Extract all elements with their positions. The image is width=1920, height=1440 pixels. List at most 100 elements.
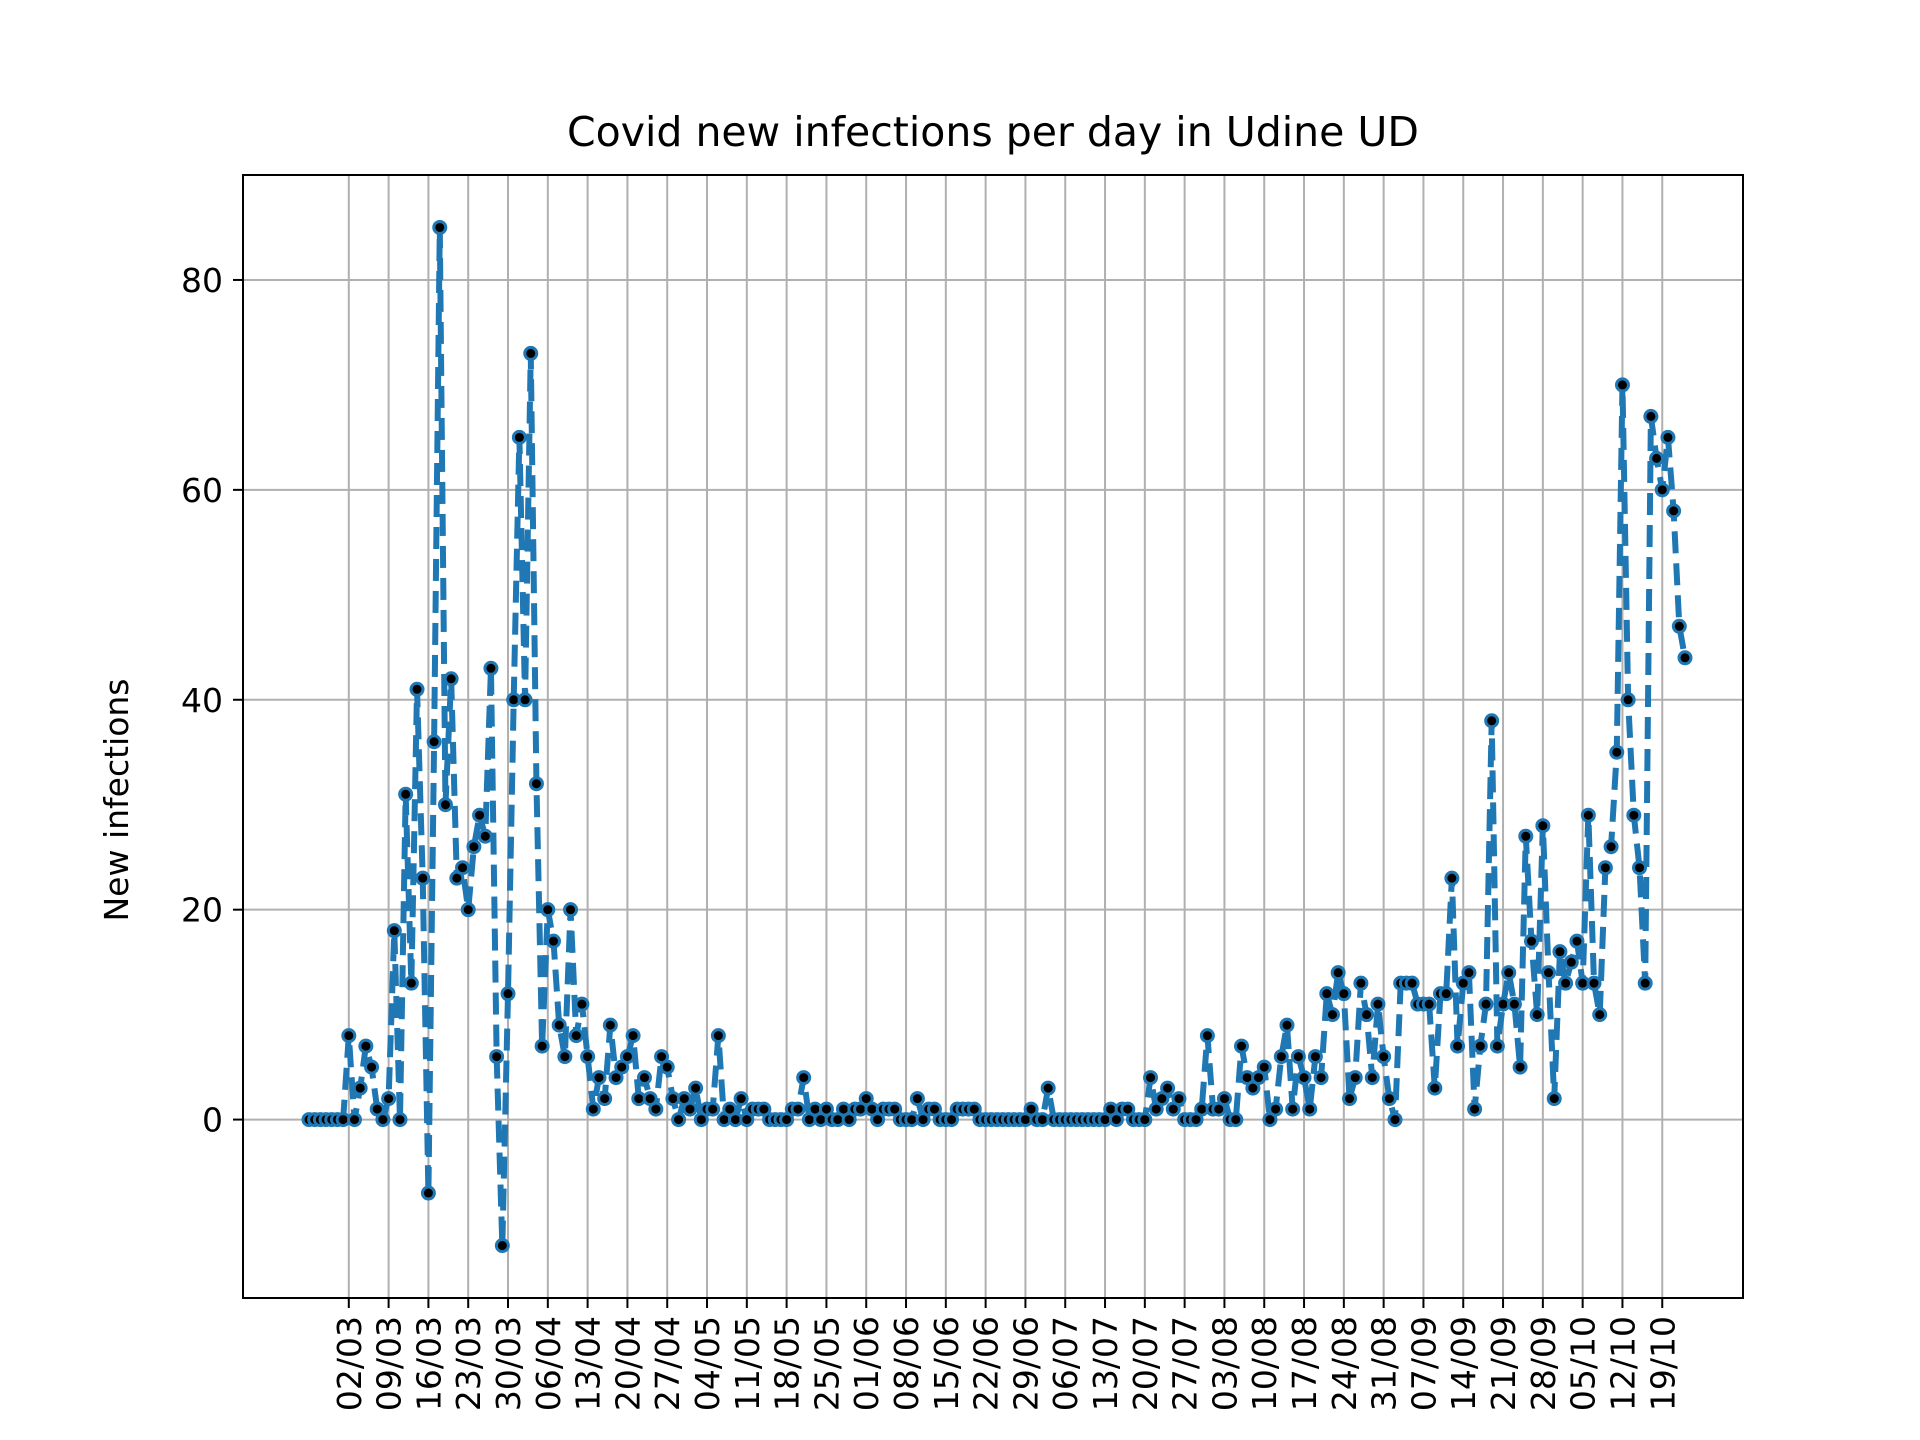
data-point — [1472, 1038, 1488, 1054]
data-point — [1512, 1059, 1528, 1075]
data-point — [597, 1091, 613, 1107]
data-point — [1370, 996, 1386, 1012]
data-point — [1296, 1070, 1312, 1086]
data-point — [1381, 1091, 1397, 1107]
data-point — [551, 1017, 567, 1033]
data-point — [540, 902, 556, 918]
data-point — [517, 692, 533, 708]
data-point — [398, 786, 414, 802]
data-point — [1569, 933, 1585, 949]
data-point — [1216, 1091, 1232, 1107]
data-point — [1580, 807, 1596, 823]
data-point — [1233, 1038, 1249, 1054]
data-point — [1620, 692, 1636, 708]
data-point — [472, 807, 488, 823]
data-point — [1603, 839, 1619, 855]
y-tick-label: 0 — [202, 1101, 223, 1140]
x-tick-label: 03/08 — [1205, 1316, 1244, 1411]
data-point — [1199, 1028, 1215, 1044]
y-tick-label: 20 — [181, 891, 223, 930]
grid — [243, 175, 1743, 1298]
data-point — [1285, 1101, 1301, 1117]
data-point — [563, 902, 579, 918]
data-point — [415, 870, 431, 886]
data-point — [1404, 975, 1420, 991]
data-point — [409, 681, 425, 697]
x-axis: 02/03 09/03 16/03 23/03 30/03 06/04 13/04 20/04… — [330, 1298, 1682, 1411]
x-tick-label: 22/06 — [967, 1316, 1006, 1411]
data-point — [352, 1080, 368, 1096]
data-point — [364, 1059, 380, 1075]
data-point — [796, 1070, 812, 1086]
data-point — [1546, 1091, 1562, 1107]
data-point — [1489, 1038, 1505, 1054]
data-point — [1450, 1038, 1466, 1054]
x-tick-label: 01/06 — [847, 1316, 886, 1411]
data-point — [437, 797, 453, 813]
data-point — [1353, 975, 1369, 991]
data-point — [574, 996, 590, 1012]
x-tick-label: 10/08 — [1245, 1316, 1284, 1411]
data-point — [1632, 860, 1648, 876]
data-point — [1347, 1070, 1363, 1086]
x-tick-label: 27/04 — [648, 1316, 687, 1411]
data-point — [659, 1059, 675, 1075]
data-point — [426, 734, 442, 750]
data-point — [1649, 450, 1665, 466]
x-tick-label: 13/04 — [569, 1316, 608, 1411]
x-tick-label: 13/07 — [1086, 1316, 1125, 1411]
data-point — [1364, 1070, 1380, 1086]
data-point — [1677, 650, 1693, 666]
data-point — [1535, 818, 1551, 834]
data-point — [1256, 1059, 1272, 1075]
data-point — [1506, 996, 1522, 1012]
data-point — [1438, 986, 1454, 1002]
x-tick-label: 12/10 — [1603, 1316, 1642, 1411]
data-point — [1137, 1112, 1153, 1128]
data-point — [1529, 1007, 1545, 1023]
data-point — [1478, 996, 1494, 1012]
x-tick-label: 07/09 — [1404, 1316, 1443, 1411]
data-point — [1609, 744, 1625, 760]
x-tick-label: 28/09 — [1524, 1316, 1563, 1411]
data-point — [1597, 860, 1613, 876]
series-line — [309, 224, 1688, 1249]
data-point — [602, 1017, 618, 1033]
data-point — [648, 1101, 664, 1117]
data-point — [1484, 713, 1500, 729]
x-tick-label: 31/08 — [1365, 1316, 1404, 1411]
data-point — [591, 1070, 607, 1086]
data-point — [1501, 965, 1517, 981]
data-point — [500, 986, 516, 1002]
chart-title: Covid new infections per day in Udine UD — [567, 108, 1419, 156]
x-tick-label: 29/06 — [1006, 1316, 1045, 1411]
data-point — [1290, 1049, 1306, 1065]
x-tick-label: 25/05 — [807, 1316, 846, 1411]
y-tick-label: 40 — [181, 681, 223, 720]
data-point — [420, 1185, 436, 1201]
x-tick-label: 20/04 — [608, 1316, 647, 1411]
data-point — [636, 1070, 652, 1086]
x-tick-label: 16/03 — [409, 1316, 448, 1411]
data-point — [568, 1028, 584, 1044]
data-point — [1171, 1091, 1187, 1107]
data-point — [1387, 1112, 1403, 1128]
x-tick-label: 11/05 — [728, 1316, 767, 1411]
data-point — [625, 1028, 641, 1044]
data-point — [1592, 1007, 1608, 1023]
data-point — [1324, 1007, 1340, 1023]
data-point — [341, 1028, 357, 1044]
data-point — [1666, 503, 1682, 519]
data-point — [1586, 975, 1602, 991]
y-tick-label: 60 — [181, 471, 223, 510]
data-point — [381, 1091, 397, 1107]
data-point — [523, 345, 539, 361]
data-point — [1273, 1049, 1289, 1065]
data-point — [1342, 1091, 1358, 1107]
data-point — [1307, 1049, 1323, 1065]
data-point — [443, 671, 459, 687]
markers — [301, 219, 1693, 1254]
data-point — [1563, 954, 1579, 970]
data-point — [466, 839, 482, 855]
x-tick-label: 21/09 — [1484, 1316, 1523, 1411]
